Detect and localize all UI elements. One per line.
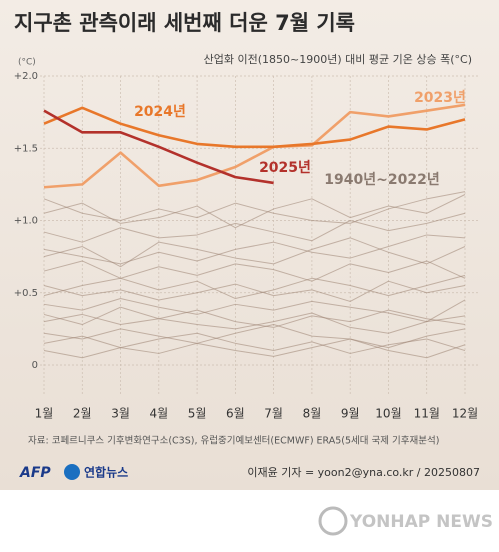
x-tick-label: 3월 <box>111 407 130 421</box>
background-line <box>43 306 466 334</box>
credit: 이재윤 기자 = yoon2@yna.co.kr / 20250807 <box>247 466 480 479</box>
series-line <box>43 106 466 149</box>
logo-icon <box>64 464 80 480</box>
watermark: YONHAP NEWS <box>349 512 493 532</box>
x-tick-label: 11월 <box>414 407 440 421</box>
background-line <box>43 298 466 323</box>
x-tick-label: 1월 <box>35 407 54 421</box>
series-label: 2025년 <box>259 160 311 176</box>
logo: 연합뉴스 <box>84 465 128 480</box>
y-tick-label: +1.5 <box>14 143 38 154</box>
subtitle: 산업화 이전(1850~1900년) 대비 평균 기온 상승 폭(°C) <box>204 53 472 66</box>
x-tick-label: 10월 <box>375 407 401 421</box>
series-label: 1940년~2022년 <box>324 172 439 188</box>
y-tick-label: 0 <box>32 360 38 371</box>
x-tick-label: 6월 <box>226 407 245 421</box>
background-line <box>43 260 466 282</box>
background-line <box>43 234 466 265</box>
background-line <box>43 338 466 359</box>
background-line <box>43 309 466 328</box>
background-line <box>43 191 466 224</box>
series-line <box>43 109 274 185</box>
y-tick-label: +2.0 <box>14 71 38 82</box>
x-tick-label: 12월 <box>452 407 478 421</box>
background <box>0 0 499 490</box>
background-line <box>43 332 466 354</box>
source: 자료: 코페르니쿠스 기후변화연구소(C3S), 유럽중기예보센터(ECMWF)… <box>28 436 439 447</box>
background-line <box>43 280 466 302</box>
x-tick-label: 7월 <box>264 407 283 421</box>
series-label: 2023년 <box>414 90 466 106</box>
x-tick-label: 8월 <box>303 407 322 421</box>
x-tick-label: 4월 <box>149 407 168 421</box>
y-axis-label: (°C) <box>18 58 36 68</box>
watermark-icon <box>318 506 348 536</box>
x-tick-label: 9월 <box>341 407 360 421</box>
background-line <box>43 212 466 243</box>
series-line <box>43 103 466 189</box>
y-tick-label: +1.0 <box>14 216 38 227</box>
x-tick-label: 2월 <box>73 407 92 421</box>
background-line <box>43 274 466 300</box>
footer-band <box>0 490 499 552</box>
series-label: 2024년 <box>134 104 186 120</box>
background-line <box>43 324 466 349</box>
y-tick-label: +0.5 <box>14 288 38 299</box>
chart-title: 지구촌 관측이래 세번째 더운 7월 기록 <box>14 11 355 35</box>
background-line <box>43 237 466 268</box>
logo: AFP <box>19 465 51 481</box>
x-tick-label: 5월 <box>188 407 207 421</box>
